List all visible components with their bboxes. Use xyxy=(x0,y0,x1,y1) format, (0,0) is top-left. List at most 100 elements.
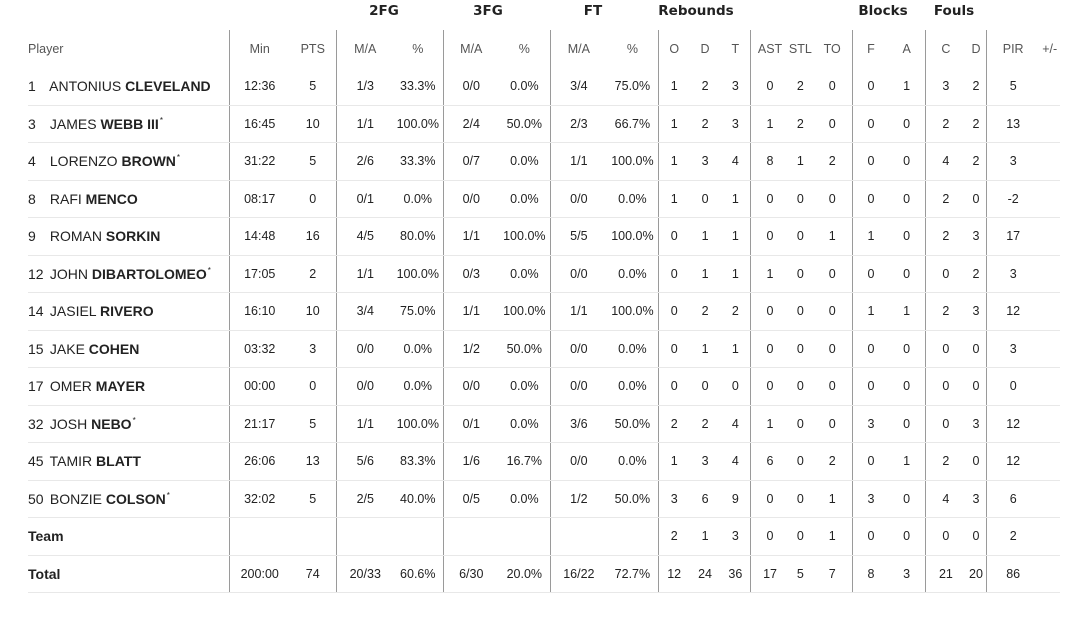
fg3-pct-cell: 0.0% xyxy=(499,480,551,518)
reb-o-cell: 2 xyxy=(657,405,690,443)
fg3-ma-cell xyxy=(442,517,500,556)
reb-t-cell: 0 xyxy=(720,367,751,406)
fg2-ma-cell: 4/5 xyxy=(336,217,394,256)
player-first-name[interactable]: TAMIR xyxy=(49,453,93,470)
player-first-name[interactable]: RAFI xyxy=(49,190,82,207)
player-last-name[interactable]: COHEN xyxy=(88,340,140,357)
col-reb-t[interactable]: T xyxy=(731,42,740,56)
blk-a-cell: 0 xyxy=(888,105,926,143)
player-cell[interactable]: 12 JOHN DIBARTOLOMEO* xyxy=(28,255,230,293)
col-fouls-c[interactable]: C xyxy=(924,30,967,68)
player-first-name[interactable]: ROMAN xyxy=(49,228,103,245)
col-reb-o[interactable]: O xyxy=(657,30,690,68)
reb-t-cell: 3 xyxy=(720,517,751,556)
team-row: Team 2 1 3 0 0 1 0 0 0 0 2 xyxy=(28,517,1060,556)
reb-d-cell: 24 xyxy=(689,555,721,593)
player-cell[interactable]: 8 RAFI MENCO xyxy=(28,180,230,218)
player-cell[interactable]: 3 JAMES WEBB III* xyxy=(28,105,230,143)
player-first-name[interactable]: BONZIE xyxy=(49,490,103,507)
player-cell[interactable]: 32 JOSH NEBO* xyxy=(28,405,230,443)
reb-t-cell: 1 xyxy=(720,255,751,293)
col-reb-d[interactable]: D xyxy=(700,42,710,56)
fg2-ma-cell: 2/6 xyxy=(336,142,394,181)
player-last-name[interactable]: WEBB III xyxy=(100,115,159,132)
player-last-name[interactable]: BLATT xyxy=(96,453,141,470)
col-fouls-d[interactable]: D xyxy=(971,42,981,56)
player-last-name[interactable]: DIBARTOLOMEO xyxy=(91,265,207,282)
player-cell[interactable]: 14 JASIEL RIVERO xyxy=(28,292,230,331)
col-player[interactable]: Player xyxy=(28,42,64,56)
player-cell[interactable]: 9 ROMAN SORKIN xyxy=(28,217,230,256)
player-cell[interactable]: 50 BONZIE COLSON* xyxy=(28,480,230,518)
pir-cell: 12 xyxy=(985,442,1040,481)
reb-d-cell: 1 xyxy=(689,517,721,556)
to-cell: 0 xyxy=(812,330,853,368)
col-3fg-pct[interactable]: % xyxy=(518,42,530,56)
ft-ma-cell: 0/0 xyxy=(549,367,608,406)
player-first-name[interactable]: JOSH xyxy=(49,415,88,432)
col-blk-a[interactable]: A xyxy=(902,42,911,56)
player-rows: 1 ANTONIUS CLEVELAND 12:36 5 1/3 33.3% 0/0 0.0… xyxy=(28,68,1060,593)
ft-pct-cell: 0.0% xyxy=(607,255,659,293)
player-number: 50 xyxy=(28,490,44,507)
col-plus-minus[interactable]: +/- xyxy=(1042,42,1058,56)
reb-o-cell: 2 xyxy=(657,517,690,556)
col-to[interactable]: TO xyxy=(823,42,841,56)
player-last-name[interactable]: CLEVELAND xyxy=(125,78,211,95)
blk-a-cell: 0 xyxy=(888,480,926,518)
col-pir[interactable]: PIR xyxy=(985,30,1040,68)
stl-cell: 2 xyxy=(788,68,813,106)
pir-cell: 3 xyxy=(985,330,1040,368)
player-first-name[interactable]: JOHN xyxy=(49,265,89,282)
group-2fg: 2FG xyxy=(369,3,399,19)
player-last-name[interactable]: BROWN xyxy=(121,153,176,170)
player-row: 17 OMER MAYER 00:00 0 0/0 0.0% 0/0 0.0% 0/0 0.0%… xyxy=(28,367,1060,406)
fg2-ma-cell: 1/1 xyxy=(336,105,394,143)
col-min[interactable]: Min xyxy=(229,30,290,68)
pts-cell: 2 xyxy=(289,255,337,293)
group-rebounds: Rebounds xyxy=(658,3,734,19)
stl-cell: 0 xyxy=(788,367,813,406)
player-cell[interactable]: 17 OMER MAYER xyxy=(28,367,230,406)
player-last-name[interactable]: MENCO xyxy=(85,190,138,207)
col-stl[interactable]: STL xyxy=(788,42,812,56)
player-first-name[interactable]: JAMES xyxy=(49,115,97,132)
to-cell: 7 xyxy=(812,555,853,593)
player-cell[interactable]: 15 JAKE COHEN xyxy=(28,330,230,368)
pts-cell: 10 xyxy=(289,105,337,143)
group-fouls: Fouls xyxy=(933,3,975,19)
reb-t-cell: 1 xyxy=(720,330,751,368)
col-2fg-pct[interactable]: % xyxy=(412,42,424,56)
col-blk-f[interactable]: F xyxy=(852,30,889,68)
col-3fg-ma[interactable]: M/A xyxy=(442,30,500,68)
player-last-name[interactable]: COLSON xyxy=(105,490,166,507)
blk-a-cell: 0 xyxy=(888,367,926,406)
player-first-name[interactable]: LORENZO xyxy=(49,153,118,170)
total-label: Total xyxy=(28,555,230,593)
fg3-ma-cell: 0/7 xyxy=(442,142,500,181)
fouls-d-cell: 2 xyxy=(966,255,987,293)
blk-a-cell: 0 xyxy=(888,405,926,443)
player-cell[interactable]: 4 LORENZO BROWN* xyxy=(28,142,230,181)
player-cell[interactable]: 1 ANTONIUS CLEVELAND xyxy=(28,68,230,106)
boxscore-table: Player Min PTS M/A % M/A % M/A % O D T A… xyxy=(28,30,1060,593)
col-2fg-ma[interactable]: M/A xyxy=(336,30,394,68)
player-first-name[interactable]: OMER xyxy=(49,378,92,395)
reb-o-cell: 12 xyxy=(657,555,690,593)
player-last-name[interactable]: SORKIN xyxy=(105,228,161,245)
player-first-name[interactable]: JASIEL xyxy=(49,303,97,320)
col-ast[interactable]: AST xyxy=(750,30,789,68)
player-last-name[interactable]: NEBO xyxy=(91,415,132,432)
player-last-name[interactable]: RIVERO xyxy=(99,303,154,320)
player-first-name[interactable]: JAKE xyxy=(49,340,85,357)
to-cell: 2 xyxy=(812,442,853,481)
player-first-name[interactable]: ANTONIUS xyxy=(49,78,122,95)
col-pts[interactable]: PTS xyxy=(300,42,325,56)
col-ft-pct[interactable]: % xyxy=(626,42,638,56)
fg3-ma-cell: 0/1 xyxy=(442,405,500,443)
fg2-ma-cell: 0/0 xyxy=(336,367,394,406)
player-last-name[interactable]: MAYER xyxy=(95,378,146,395)
col-ft-ma[interactable]: M/A xyxy=(549,30,608,68)
player-cell[interactable]: 45 TAMIR BLATT xyxy=(28,442,230,481)
player-row: 4 LORENZO BROWN* 31:22 5 2/6 33.3% 0/7 0.0% 1/1… xyxy=(28,142,1060,181)
